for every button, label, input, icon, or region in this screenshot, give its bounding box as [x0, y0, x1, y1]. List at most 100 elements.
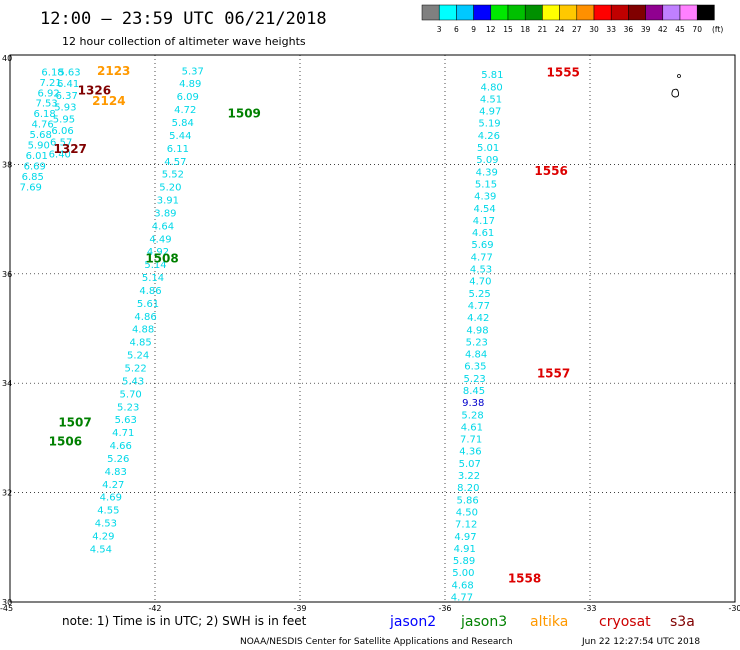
- wave-height-point: 5.63: [115, 415, 137, 426]
- color-scale-swatch: [456, 4, 474, 21]
- pass-label: 1509: [228, 106, 261, 120]
- color-scale-label: 27: [572, 25, 582, 34]
- wave-height-point: 6.69: [24, 161, 46, 172]
- wave-height-point: 4.84: [465, 350, 487, 361]
- wave-height-point: 8.20: [457, 483, 479, 494]
- color-scale-swatch: [421, 4, 440, 21]
- wave-height-point: 5.01: [477, 143, 499, 154]
- wave-height-point: 4.88: [132, 325, 154, 336]
- wave-height-point: 7.21: [39, 78, 61, 89]
- color-scale-swatch: [507, 4, 526, 21]
- color-scale-label: 36: [624, 25, 634, 34]
- wave-height-point: 6.41: [57, 79, 79, 90]
- wave-height-point: 6.40: [49, 149, 71, 160]
- wave-height-point: 5.19: [478, 119, 500, 130]
- color-scale-label: 24: [555, 25, 565, 34]
- wave-height-point: 5.43: [122, 376, 144, 387]
- y-axis-ticks: 30 32 34 36 38 40: [2, 54, 12, 607]
- wave-height-point: 4.85: [129, 338, 151, 349]
- wave-height-point: 6.09: [177, 92, 199, 103]
- pass-label: 1506: [49, 435, 82, 449]
- color-scale-swatch: [438, 4, 457, 21]
- satellite-legend-jason3: jason3: [460, 614, 507, 630]
- color-scale-swatch: [559, 4, 578, 21]
- x-axis-ticks: -45 -42 -39 -36 -33 -30: [0, 604, 740, 613]
- wave-height-point: 3.91: [157, 196, 179, 207]
- color-scale-label: 9: [471, 25, 476, 34]
- wave-height-point: 6.85: [22, 172, 44, 183]
- wave-height-point: 7.12: [455, 520, 477, 531]
- wave-height-point: 7.69: [20, 182, 42, 193]
- wave-height-point: 8.45: [463, 386, 485, 397]
- wave-height-point: 5.23: [464, 374, 486, 385]
- wave-height-point: 5.70: [120, 389, 142, 400]
- pass-label: 2123: [97, 64, 130, 78]
- wave-height-point: 3.22: [458, 471, 480, 482]
- color-scale-swatch: [628, 4, 646, 21]
- wave-height-point: 4.54: [90, 544, 112, 555]
- color-scale-swatch: [542, 4, 560, 21]
- wave-height-point: 4.77: [468, 301, 490, 312]
- wave-height-point: 5.61: [137, 299, 159, 310]
- x-tick-label: -39: [293, 604, 306, 613]
- y-tick-label: 40: [2, 54, 12, 63]
- wave-height-point: 5.00: [452, 568, 474, 579]
- color-scale-swatch: [679, 4, 698, 21]
- x-tick-label: -33: [583, 604, 596, 613]
- y-tick-label: 30: [2, 598, 12, 607]
- color-scale-label: 12: [486, 25, 496, 34]
- plot-frame: [9, 54, 736, 603]
- color-scale-swatch: [662, 4, 681, 21]
- wave-height-point: 4.92: [147, 247, 169, 258]
- wave-height-point: 5.23: [117, 402, 139, 413]
- x-tick-label: -36: [438, 604, 451, 613]
- color-scale-swatch: [610, 4, 629, 21]
- wave-height-point: 5.15: [475, 179, 497, 190]
- wave-height-point: 4.36: [459, 447, 481, 458]
- wave-height-point: 5.93: [54, 103, 76, 114]
- pass-label: 1556: [534, 164, 567, 178]
- wave-height-point: 4.55: [97, 506, 119, 517]
- wave-height-point: 5.23: [466, 337, 488, 348]
- footer-credit: NOAA/NESDIS Center for Satellite Applica…: [240, 637, 513, 647]
- color-scale-swatch: [490, 4, 509, 21]
- wave-height-point: 4.89: [179, 79, 201, 90]
- satellite-legend-s3a: s3a: [670, 614, 695, 630]
- wave-height-point: 4.53: [470, 265, 492, 276]
- color-scale-label: 3: [437, 25, 442, 34]
- wave-height-point: 4.49: [149, 234, 171, 245]
- color-scale-swatch: [473, 4, 492, 21]
- wave-height-point: 6.18: [34, 109, 56, 120]
- wave-height-point: 5.63: [58, 67, 80, 78]
- color-scale-swatch: [524, 4, 543, 21]
- color-scale-swatch: [645, 4, 664, 21]
- wave-height-point: 5.37: [182, 66, 204, 77]
- wave-height-point: 5.84: [172, 118, 194, 129]
- color-scale-label: 39: [641, 25, 651, 34]
- wave-height-point: 4.97: [454, 532, 476, 543]
- wave-height-point: 5.95: [53, 114, 75, 125]
- wave-height-point: 7.53: [35, 99, 57, 110]
- wave-height-point: 5.07: [459, 459, 481, 470]
- wave-height-point: 4.51: [480, 94, 502, 105]
- wave-height-point: 4.72: [174, 105, 196, 116]
- wave-height-point: 4.98: [466, 325, 488, 336]
- wave-height-point: 4.26: [478, 131, 500, 142]
- color-scale-swatch: [696, 4, 715, 21]
- grid-lines: [10, 55, 735, 602]
- footer-timestamp: Jun 22 12:27:54 UTC 2018: [581, 637, 700, 647]
- wave-height-point: 5.52: [162, 170, 184, 181]
- x-tick-label: -42: [148, 604, 161, 613]
- wave-height-point: 5.69: [471, 240, 493, 251]
- wave-height-point: 6.01: [26, 151, 48, 162]
- wave-height-point: 4.39: [476, 167, 498, 178]
- color-scale-label: 18: [520, 25, 530, 34]
- wave-height-point: 5.28: [461, 410, 483, 421]
- chart-title: 12:00 – 23:59 UTC 06/21/2018: [40, 9, 327, 29]
- wave-height-point: 6.06: [51, 126, 73, 137]
- wave-height-point: 9.38: [462, 398, 484, 409]
- wave-height-point: 4.70: [469, 277, 491, 288]
- color-scale-unit: (ft): [712, 25, 723, 34]
- wave-height-point: 5.44: [169, 131, 191, 142]
